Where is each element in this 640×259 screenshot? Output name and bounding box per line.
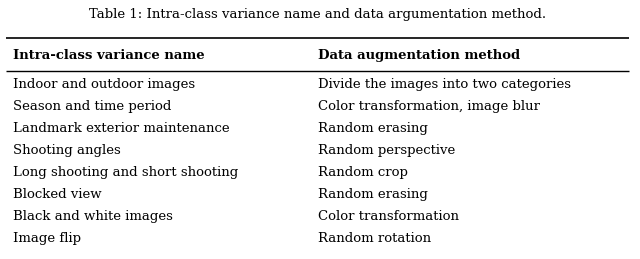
Text: Season and time period: Season and time period [13, 100, 171, 113]
Text: Random erasing: Random erasing [317, 188, 428, 201]
Text: Intra-class variance name: Intra-class variance name [13, 49, 204, 62]
Text: Blocked view: Blocked view [13, 188, 101, 201]
Text: Random perspective: Random perspective [317, 144, 455, 157]
Text: Random erasing: Random erasing [317, 122, 428, 135]
Text: Indoor and outdoor images: Indoor and outdoor images [13, 78, 195, 91]
Text: Image flip: Image flip [13, 232, 81, 245]
Text: Random crop: Random crop [317, 166, 408, 179]
Text: Landmark exterior maintenance: Landmark exterior maintenance [13, 122, 229, 135]
Text: Color transformation: Color transformation [317, 210, 458, 223]
Text: Shooting angles: Shooting angles [13, 144, 120, 157]
Text: Divide the images into two categories: Divide the images into two categories [317, 78, 570, 91]
Text: Black and white images: Black and white images [13, 210, 173, 223]
Text: Random rotation: Random rotation [317, 232, 431, 245]
Text: Table 1: Intra-class variance name and data argumentation method.: Table 1: Intra-class variance name and d… [89, 8, 546, 21]
Text: Data augmentation method: Data augmentation method [317, 49, 520, 62]
Text: Long shooting and short shooting: Long shooting and short shooting [13, 166, 238, 179]
Text: Color transformation, image blur: Color transformation, image blur [317, 100, 540, 113]
